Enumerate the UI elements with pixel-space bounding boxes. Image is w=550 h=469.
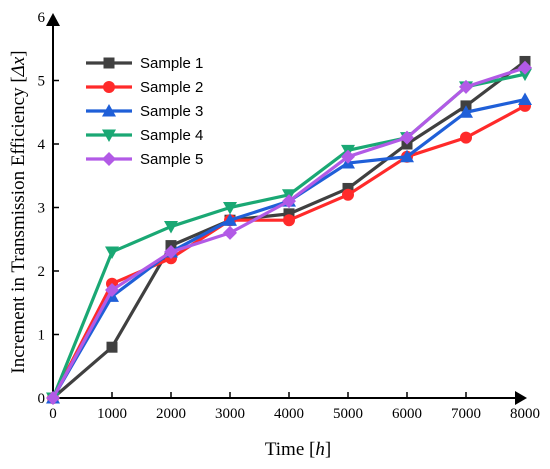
- y-tick-label: 3: [38, 201, 46, 217]
- series-2: [47, 99, 531, 404]
- series-group: [46, 55, 532, 405]
- ticks: 0 1000 2000 3000 4000 5000 6000 7000 8000 0 1 2 3 4 5 6: [38, 10, 541, 422]
- x-tick-label: 6000: [392, 406, 422, 422]
- data-point: [518, 92, 532, 106]
- legend-item: Sample 2: [86, 79, 203, 96]
- data-point: [283, 208, 295, 220]
- series-1: [47, 55, 531, 404]
- legend: Sample 1 Sample 2 Sample 3 Sample 4 Sample 5: [86, 55, 203, 168]
- data-point: [342, 188, 354, 201]
- legend-item: Sample 3: [86, 103, 203, 120]
- data-point: [460, 131, 472, 144]
- x-tick-label: 5000: [333, 406, 363, 422]
- y-axis-title: Increment in Transmission Efficiency [Δx…: [8, 50, 29, 373]
- data-point: [106, 341, 118, 353]
- x-tick-label: 8000: [510, 406, 540, 422]
- series-line: [51, 66, 526, 399]
- legend-marker: [103, 81, 115, 93]
- legend-item: Sample 5: [86, 151, 203, 168]
- series-5: [46, 60, 532, 405]
- x-tick-label: 7000: [451, 406, 481, 422]
- y-axis-arrow: [46, 13, 60, 26]
- x-axis-arrow: [515, 391, 527, 405]
- legend-label: Sample 4: [140, 127, 203, 144]
- data-point: [105, 246, 119, 259]
- legend-marker: [103, 57, 115, 69]
- data-point: [342, 182, 354, 194]
- data-point: [164, 244, 178, 259]
- data-point: [164, 221, 178, 234]
- legend-marker: [102, 152, 116, 166]
- y-tick-label: 4: [38, 137, 46, 153]
- x-tick-label: 3000: [215, 406, 245, 422]
- x-tick-label: 2000: [156, 406, 186, 422]
- y-tick-label: 1: [38, 328, 46, 344]
- data-point: [282, 194, 296, 209]
- legend-item: Sample 4: [86, 127, 203, 144]
- x-tick-label: 1000: [97, 406, 127, 422]
- data-point: [518, 60, 532, 75]
- legend-label: Sample 2: [140, 79, 203, 96]
- x-tick-label: 0: [49, 406, 57, 422]
- data-point: [459, 105, 473, 118]
- data-point: [400, 149, 414, 163]
- data-point: [341, 149, 355, 164]
- y-tick-label: 5: [38, 74, 46, 90]
- data-point: [283, 214, 295, 227]
- y-tick-label: 2: [38, 264, 46, 280]
- data-point: [400, 130, 414, 145]
- y-tick-label: 0: [38, 391, 46, 407]
- data-point: [105, 283, 119, 298]
- data-point: [223, 202, 237, 215]
- legend-marker: [102, 129, 116, 142]
- legend-label: Sample 5: [140, 151, 203, 168]
- x-tick-label: 4000: [274, 406, 304, 422]
- y-tick-label: 6: [38, 10, 46, 26]
- data-point: [223, 213, 237, 226]
- data-point: [518, 68, 532, 82]
- series-line: [51, 97, 526, 399]
- x-axis-title: Time [h]: [265, 439, 331, 460]
- legend-label: Sample 3: [140, 103, 203, 120]
- series-line: [51, 104, 526, 399]
- legend-label: Sample 1: [140, 55, 203, 72]
- data-point: [459, 79, 473, 94]
- data-point: [223, 225, 237, 240]
- legend-item: Sample 1: [86, 55, 203, 72]
- data-point: [46, 391, 60, 405]
- legend-marker: [102, 104, 116, 117]
